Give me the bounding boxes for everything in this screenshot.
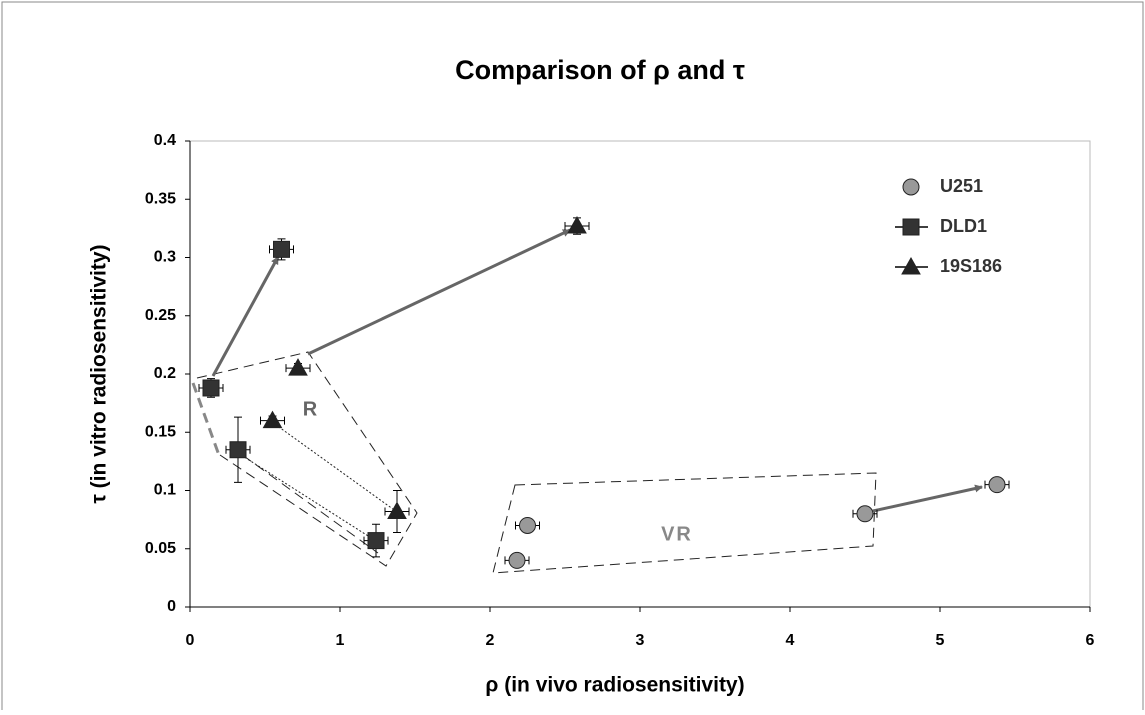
connector <box>271 421 398 513</box>
y-tick-label: 0.35 <box>145 190 176 207</box>
dashed-link <box>191 382 222 459</box>
x-tick-label: 5 <box>936 632 945 649</box>
annotation-shapes <box>191 228 983 574</box>
x-tick-label: 4 <box>786 632 795 649</box>
arrow <box>872 484 983 513</box>
arrow <box>307 228 571 356</box>
y-tick-label: 0.25 <box>145 307 176 324</box>
legend-marker <box>902 178 920 196</box>
point <box>202 379 220 397</box>
point <box>856 505 874 523</box>
point <box>229 441 247 459</box>
legend-label: 19S186 <box>940 256 1002 276</box>
y-tick-label: 0.15 <box>145 423 176 440</box>
annotation: R <box>303 398 318 420</box>
chart-title: Comparison of ρ and τ <box>455 55 745 85</box>
legend-marker <box>902 218 920 236</box>
y-tick-label: 0.4 <box>154 132 176 149</box>
legend-marker <box>901 256 921 275</box>
connector <box>237 452 377 542</box>
annotation: VR <box>661 523 693 545</box>
x-tick-label: 1 <box>336 632 345 649</box>
y-tick-label: 0.05 <box>145 540 176 557</box>
legend-label: U251 <box>940 176 983 196</box>
y-tick-label: 0.1 <box>154 482 176 499</box>
point <box>519 516 536 534</box>
x-tick-label: 0 <box>186 632 195 649</box>
point <box>288 358 308 376</box>
x-tick-label: 3 <box>636 632 645 649</box>
point <box>988 476 1006 494</box>
y-tick-label: 0 <box>167 598 176 615</box>
x-tick-label: 2 <box>486 632 495 649</box>
point <box>367 532 385 550</box>
point <box>273 240 290 258</box>
region-vr <box>492 472 877 574</box>
x-axis-label: ρ (in vivo radiosensitivity) <box>485 674 744 697</box>
point <box>567 216 587 234</box>
legend-label: DLD1 <box>940 216 987 236</box>
point <box>508 551 526 569</box>
y-axis-label: τ (in vitro radiosensitivity) <box>88 244 111 503</box>
point <box>387 501 407 519</box>
x-tick-label: 6 <box>1086 632 1095 649</box>
arrow <box>211 256 280 377</box>
y-tick-label: 0.3 <box>154 249 176 266</box>
y-tick-label: 0.2 <box>154 365 176 382</box>
plot-frame <box>189 140 1091 608</box>
region-r <box>196 351 418 567</box>
point <box>262 410 283 429</box>
region-r-edge <box>229 445 379 554</box>
